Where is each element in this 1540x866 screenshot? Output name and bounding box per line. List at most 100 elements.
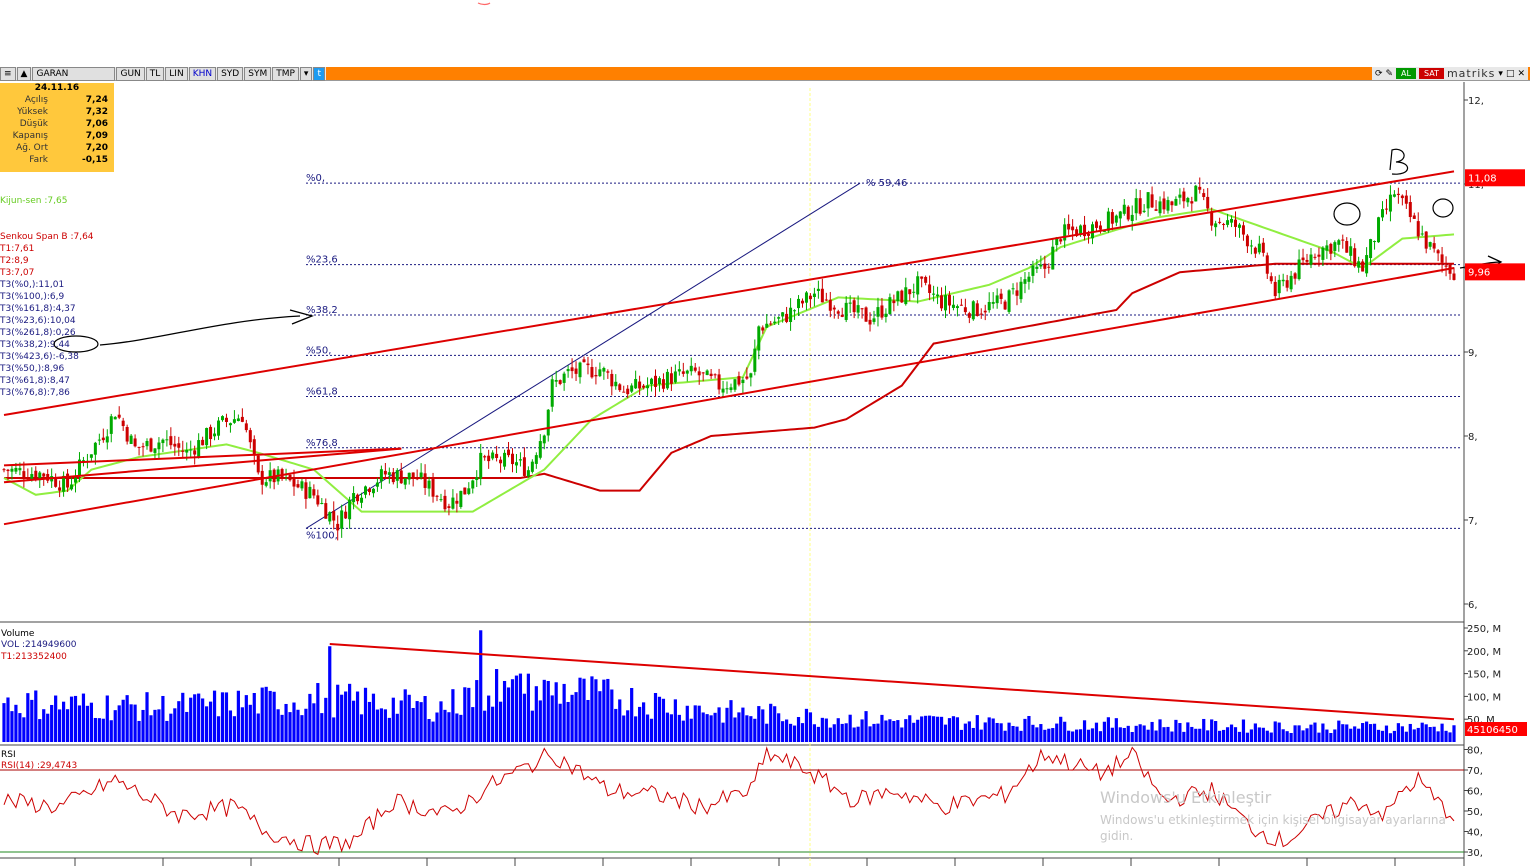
candle-body [1317,254,1321,257]
volume-bar [201,698,205,742]
period-button-lin[interactable]: LIN [165,67,188,81]
volume-bar [65,709,70,742]
period-button-tmp[interactable]: TMP [272,67,299,81]
volume-bar [1321,723,1325,742]
candle-body [638,381,642,389]
volume-bar [661,698,666,742]
candle-body [1305,259,1309,262]
candle-body [1333,242,1337,251]
volume-bar [304,708,308,742]
volume-bar [1142,725,1146,742]
rsi-y-tick-label: 30, [1467,848,1483,859]
volume-bar [975,715,979,742]
close-icon[interactable]: ✕ [1517,68,1525,79]
volume-bar [638,706,642,742]
volume-bar [713,712,717,742]
volume-bar [1436,731,1440,742]
candle-body [133,438,137,447]
candle-body [479,452,483,479]
windows-activation-watermark: Windows'u Etkinleştir Windows'u etkinleş… [1100,788,1446,843]
candle-body [677,369,681,372]
volume-bar [1158,719,1162,742]
period-button-khn[interactable]: KHN [188,67,217,81]
candle-body [713,374,717,376]
twitter-icon[interactable]: t [313,67,325,81]
symbol-input[interactable]: GARAN [32,67,116,81]
hand-mark [477,2,491,6]
candle-body [439,499,443,501]
volume-bar [89,702,93,742]
menu-icon[interactable]: ≡ [0,67,16,81]
volume-bar [264,686,268,742]
volume-bar [518,673,523,742]
candle-body [514,462,518,466]
dropdown-icon[interactable]: ▾ [299,67,313,81]
candle-body [1162,198,1166,210]
volume-bar [141,709,145,742]
buy-button[interactable]: AL [1396,68,1416,79]
candle-body [924,277,928,283]
volume-bar [1170,731,1174,742]
period-button-sym[interactable]: SYM [244,67,272,81]
candle-body [256,455,260,473]
toolbar-left: ≡ ▲ GARAN GUN TL LIN KHN SYD SYM TMP ▾ t [0,67,326,81]
candle-body [598,369,602,377]
volume-bar [244,695,248,742]
volume-bar [804,708,809,742]
candle-body [495,453,499,458]
candle-body [308,486,312,499]
sell-button[interactable]: SAT [1418,68,1444,79]
period-button-syd[interactable]: SYD [217,67,244,81]
volume-bar [1253,723,1257,742]
minimize-icon[interactable]: ▾ [1498,68,1503,79]
candle-body [538,441,542,458]
chart-icon[interactable]: ▲ [16,67,32,81]
volume-bar [1257,727,1261,742]
candle-body [1075,229,1079,236]
volume-bar [1146,729,1150,742]
volume-bar [868,726,872,742]
volume-bar [963,723,967,742]
volume-bar [773,706,777,742]
candle-body [852,300,856,313]
info-value: 7,09 [85,131,108,141]
volume-bar [1214,721,1218,742]
candle-body [804,292,808,303]
restore-icon[interactable]: □ [1505,68,1515,79]
candle-body [626,388,630,395]
period-button-gun[interactable]: GUN [116,67,145,81]
volume-tag-label: 45106450 [1467,725,1518,736]
candle-body [475,477,479,481]
candle-body [169,436,173,446]
candle-body [630,385,634,392]
candle-body [1138,198,1142,214]
candle-body [1023,279,1027,284]
volume-bar [1333,729,1337,742]
candle-body [908,289,912,295]
period-button-tl[interactable]: TL [145,67,165,81]
candle-body [773,321,777,324]
volume-bar [137,720,141,742]
candle-body [646,385,650,389]
candle-body [411,472,415,479]
volume-bar [1428,727,1432,742]
volume-bar [387,717,391,742]
candle-body [224,417,228,423]
volume-bar [1106,717,1110,742]
volume-bar [1007,722,1011,742]
candle-body [141,446,145,448]
candle-body [665,371,669,389]
candle-body [940,295,944,309]
candle-body [999,293,1003,299]
volume-bar [991,718,995,742]
candle-body [165,439,169,441]
volume-bar [856,726,860,742]
candle-body [693,367,697,371]
candle-body [1265,255,1269,274]
pen-icon[interactable]: ✎ [1385,68,1394,79]
volume-bar [1313,722,1317,742]
volume-bar [85,705,90,742]
refresh-icon[interactable]: ⟳ [1374,68,1383,79]
volume-bar [788,723,793,742]
candle-body [622,391,626,393]
